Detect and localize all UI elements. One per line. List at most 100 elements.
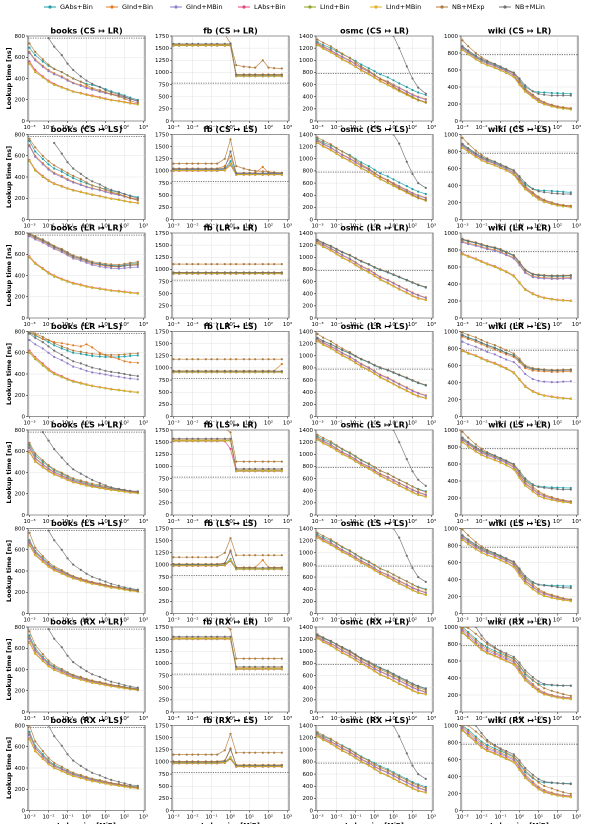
- data-point: [104, 487, 107, 491]
- data-point: [72, 68, 75, 72]
- data-point: [512, 466, 515, 469]
- y-tick-label: 0: [455, 414, 459, 420]
- data-point: [66, 280, 69, 283]
- data-point: [85, 353, 88, 356]
- x-tick-label: 10³: [427, 617, 436, 624]
- x-tick-label: 10⁰: [515, 223, 525, 230]
- data-point: [47, 469, 50, 473]
- data-point: [524, 582, 527, 585]
- data-point: [329, 347, 332, 350]
- y-tick-label: 400: [15, 175, 26, 181]
- data-point: [53, 569, 56, 572]
- y-tick-label: 1250: [155, 354, 169, 360]
- data-point: [129, 99, 132, 102]
- x-tick-label: 10⁰: [226, 617, 236, 624]
- data-point: [417, 182, 420, 185]
- data-point: [543, 493, 546, 496]
- data-point: [499, 559, 502, 562]
- x-tick-label: 10⁻³: [311, 223, 323, 230]
- data-point: [417, 196, 420, 199]
- data-point: [117, 489, 120, 492]
- data-point: [223, 439, 226, 442]
- data-point: [216, 42, 219, 45]
- data-point: [123, 290, 126, 294]
- data-point: [117, 584, 120, 587]
- data-point: [367, 170, 370, 173]
- x-tick-label: 10⁰: [515, 124, 525, 131]
- data-point: [392, 183, 395, 186]
- x-tick-label: 10³: [283, 420, 292, 427]
- data-point: [110, 93, 113, 96]
- data-point: [178, 563, 181, 566]
- data-point: [280, 73, 283, 76]
- data-point: [360, 363, 363, 366]
- data-point: [322, 539, 325, 543]
- data-point: [72, 563, 75, 566]
- data-point: [172, 167, 175, 171]
- data-point: [531, 390, 534, 393]
- data-point: [411, 489, 414, 492]
- data-point: [53, 172, 56, 175]
- data-point: [273, 467, 276, 470]
- y-tick-label: 800: [15, 428, 26, 434]
- data-point: [367, 369, 370, 372]
- data-point: [85, 259, 88, 262]
- data-point: [354, 161, 357, 164]
- data-point: [537, 198, 540, 201]
- data-point: [505, 559, 508, 562]
- y-tick-label: 1000: [444, 428, 458, 434]
- data-point: [537, 190, 540, 193]
- data-point: [354, 558, 357, 561]
- y-tick-label: 250: [159, 304, 170, 310]
- data-point: [191, 427, 193, 429]
- data-point: [373, 471, 376, 474]
- data-point: [537, 277, 540, 280]
- data-point: [537, 91, 540, 94]
- data-point: [248, 460, 251, 463]
- data-point: [417, 392, 420, 395]
- data-point: [223, 263, 226, 266]
- data-point: [223, 42, 226, 45]
- data-point: [467, 255, 470, 258]
- data-point: [104, 387, 107, 390]
- data-point: [461, 39, 464, 42]
- data-point: [66, 671, 69, 674]
- data-point: [386, 576, 389, 579]
- data-point: [512, 352, 515, 355]
- data-point: [367, 263, 370, 266]
- y-tick-label: 600: [303, 378, 314, 384]
- data-point: [417, 98, 420, 101]
- data-point: [280, 358, 283, 361]
- x-tick-label: 10¹: [245, 321, 254, 328]
- data-point: [461, 334, 464, 337]
- data-point: [191, 358, 194, 361]
- data-point: [550, 201, 553, 204]
- data-point: [505, 459, 508, 462]
- data-point: [129, 266, 132, 269]
- data-point: [242, 370, 245, 373]
- data-point: [569, 488, 572, 491]
- y-tick-label: 1400: [299, 34, 313, 40]
- data-point: [172, 439, 175, 442]
- x-tick-label: 10⁻³: [456, 617, 468, 624]
- data-point: [499, 166, 502, 169]
- data-point: [79, 178, 82, 181]
- data-point: [72, 468, 75, 471]
- data-point: [405, 389, 408, 392]
- data-point: [60, 170, 63, 173]
- series-group: [461, 237, 572, 303]
- data-point: [348, 258, 351, 261]
- data-point: [60, 347, 63, 350]
- data-point: [505, 561, 508, 564]
- data-point: [235, 358, 238, 361]
- x-tick-label: 10⁰: [226, 321, 236, 328]
- y-tick-label: 200: [448, 496, 459, 502]
- data-point: [117, 265, 120, 268]
- data-point: [550, 189, 553, 193]
- data-point: [424, 101, 427, 104]
- data-point: [405, 586, 408, 589]
- data-point: [110, 289, 113, 292]
- data-point: [66, 572, 69, 575]
- data-point: [405, 486, 408, 489]
- data-point: [373, 70, 376, 73]
